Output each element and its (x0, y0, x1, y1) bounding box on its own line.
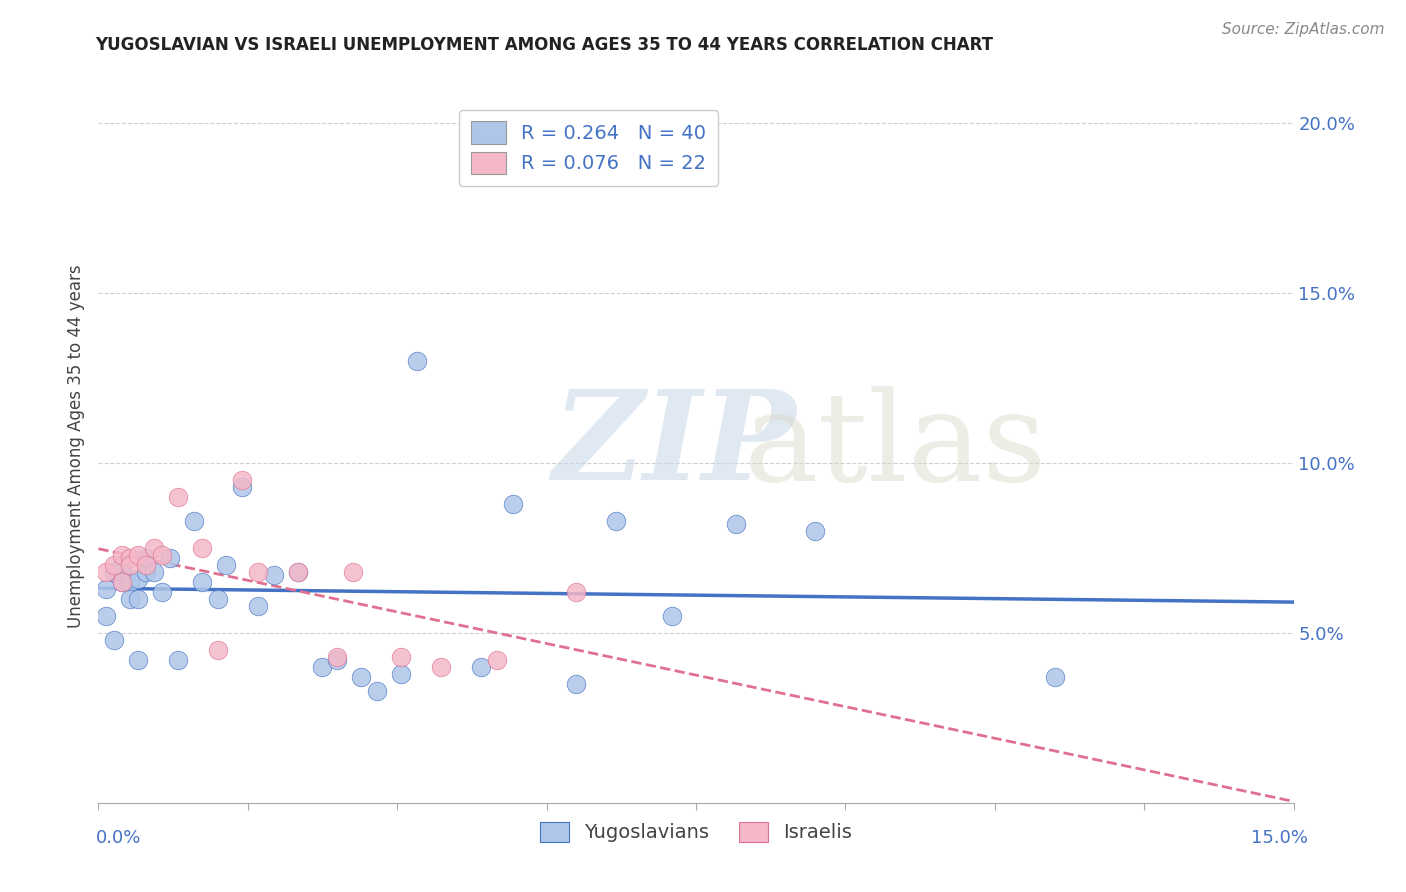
Point (215, 558, 238, 572)
Point (135, 558, 157, 572)
Point (231, 473, 253, 487)
Text: ZIP: ZIP (553, 385, 796, 507)
Text: 15.0%: 15.0% (1250, 829, 1308, 847)
Point (287, 565, 309, 579)
Point (565, 677, 588, 691)
Point (183, 514, 205, 528)
Point (207, 643, 229, 657)
Point (246, 599, 269, 613)
Point (430, 660, 453, 674)
Point (120, 551, 142, 566)
Point (470, 660, 492, 674)
Text: Source: ZipAtlas.com: Source: ZipAtlas.com (1222, 22, 1385, 37)
Point (120, 591, 142, 606)
Point (724, 517, 747, 532)
Point (103, 558, 125, 572)
Point (263, 568, 285, 582)
Point (111, 565, 134, 579)
Point (135, 565, 157, 579)
Point (127, 548, 149, 562)
Legend: Yugoslavians, Israelis: Yugoslavians, Israelis (531, 814, 860, 850)
Point (96, 608, 118, 623)
Point (565, 585, 588, 599)
Point (150, 585, 173, 599)
Point (120, 574, 142, 589)
Point (159, 551, 181, 566)
Point (311, 660, 333, 674)
Text: 0.0%: 0.0% (96, 829, 141, 847)
Point (804, 524, 827, 538)
Point (389, 649, 412, 664)
Point (96, 565, 118, 579)
Text: YUGOSLAVIAN VS ISRAELI UNEMPLOYMENT AMONG AGES 35 TO 44 YEARS CORRELATION CHART: YUGOSLAVIAN VS ISRAELI UNEMPLOYMENT AMON… (96, 36, 994, 54)
Point (111, 574, 134, 589)
Point (127, 572, 149, 586)
Point (167, 490, 190, 504)
Point (326, 653, 349, 667)
Point (143, 541, 166, 555)
Point (605, 514, 627, 528)
Point (167, 653, 190, 667)
Point (135, 551, 157, 566)
Point (191, 541, 214, 555)
Point (1043, 670, 1066, 684)
Point (111, 548, 134, 562)
Point (143, 565, 166, 579)
Point (389, 666, 412, 681)
Point (120, 558, 142, 572)
Point (127, 591, 149, 606)
Point (96, 582, 118, 596)
Point (485, 653, 508, 667)
Point (127, 653, 149, 667)
Point (406, 354, 429, 368)
Point (350, 670, 373, 684)
Point (191, 574, 214, 589)
Point (111, 574, 134, 589)
Point (103, 565, 125, 579)
Point (231, 480, 253, 494)
Point (150, 548, 173, 562)
Y-axis label: Unemployment Among Ages 35 to 44 years: Unemployment Among Ages 35 to 44 years (66, 264, 84, 628)
Point (661, 608, 683, 623)
Point (111, 558, 134, 572)
Point (103, 632, 125, 647)
Point (207, 591, 229, 606)
Point (246, 565, 269, 579)
Point (287, 565, 309, 579)
Point (502, 497, 524, 511)
Point (326, 649, 349, 664)
Point (366, 683, 388, 698)
Point (342, 565, 364, 579)
Text: atlas: atlas (744, 385, 1047, 507)
